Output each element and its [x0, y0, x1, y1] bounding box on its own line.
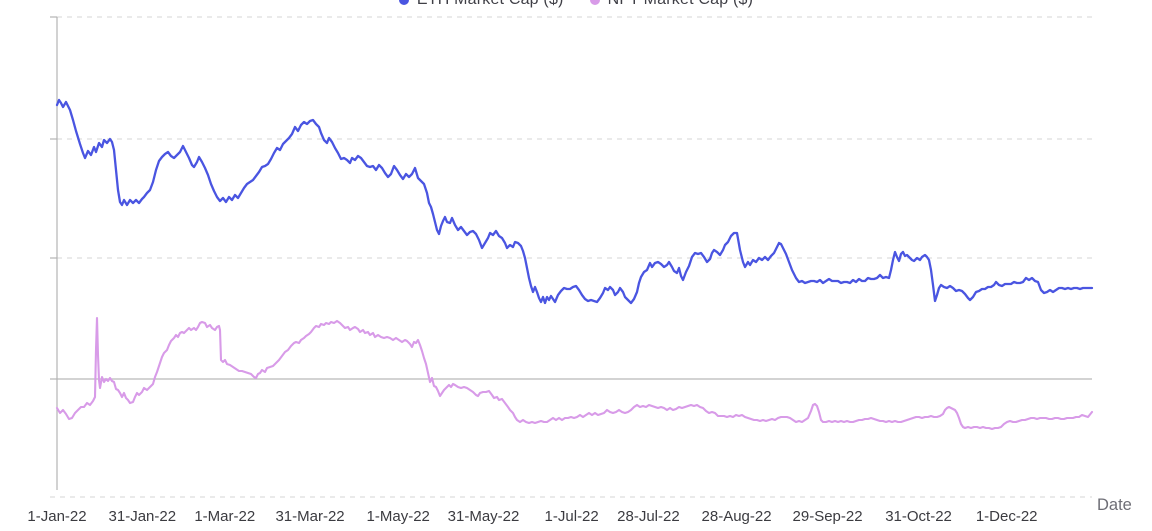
legend-item-nft[interactable]: NFT Market Cap ($): [589, 0, 754, 9]
x-tick-label: 31-Oct-22: [885, 508, 952, 525]
x-axis-title: Date: [1097, 496, 1132, 514]
x-tick-label: 31-Mar-22: [275, 508, 345, 525]
eth-legend-dot-icon: [398, 0, 409, 5]
x-tick-label: 1-Dec-22: [975, 508, 1038, 525]
series-line-nft[interactable]: [55, 316, 1094, 431]
x-tick-label: 1-May-22: [366, 508, 430, 525]
x-tick-label: 28-Aug-22: [701, 508, 772, 525]
series-line-eth[interactable]: [55, 98, 1094, 305]
x-tick-label: 31-Jan-22: [108, 508, 177, 525]
legend-item-eth[interactable]: ETH Market Cap ($): [398, 0, 564, 9]
x-tick-label: 29-Sep-22: [792, 508, 863, 525]
x-tick-label: 1-Jan-22: [27, 508, 87, 525]
nft-legend-label: NFT Market Cap ($): [608, 0, 754, 9]
chart-legend: ETH Market Cap ($) NFT Market Cap ($): [0, 0, 1152, 9]
eth-legend-label: ETH Market Cap ($): [417, 0, 564, 9]
x-tick-label: 31-May-22: [447, 508, 520, 525]
x-tick-label: 1-Jul-22: [544, 508, 599, 525]
x-tick-label: 28-Jul-22: [617, 508, 680, 525]
x-tick-label: 1-Mar-22: [194, 508, 256, 525]
nft-legend-dot-icon: [589, 0, 600, 5]
